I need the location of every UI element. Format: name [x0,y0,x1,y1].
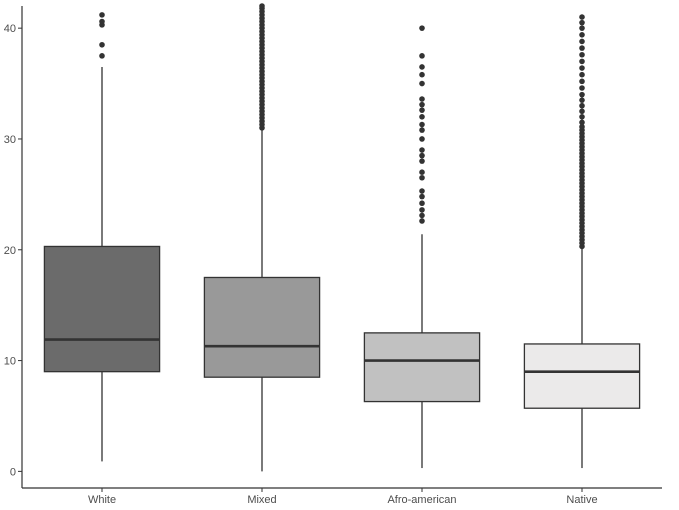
outlier-point-native-47 [579,58,585,65]
outlier-point-native-39 [579,108,585,115]
outlier-point-afro-american-20 [419,64,425,70]
box-group-white [43,12,161,462]
box-native [523,343,641,409]
x-tick-label-white: White [88,494,116,506]
outlier-point-afro-american-3 [419,200,425,207]
outlier-point-afro-american-7 [419,169,425,176]
box-group-mixed [203,3,321,472]
outlier-point-white-0 [99,53,105,59]
y-axis-ticks: 0 10 20 30 40 [4,23,22,478]
y-tick-label-30: 30 [4,134,16,146]
outlier-point-afro-american-12 [419,127,425,133]
outlier-point-afro-american-13 [419,121,425,128]
outlier-point-afro-american-5 [419,188,425,194]
outlier-point-afro-american-22 [419,25,425,31]
outlier-point-native-49 [579,45,585,51]
outlier-point-native-51 [579,32,585,38]
x-axis-ticks: White Mixed Afro-american Native [88,488,598,506]
outlier-point-afro-american-0 [419,218,425,224]
outlier-point-afro-american-9 [419,152,425,159]
outlier-point-native-42 [579,91,585,98]
outlier-point-native-40 [579,102,585,109]
box-afro-american [363,332,481,403]
box-mixed [203,276,321,378]
outlier-point-native-41 [579,97,585,103]
outlier-point-native-44 [579,78,585,85]
x-tick-label-afro-american: Afro-american [387,494,456,506]
outlier-point-afro-american-11 [419,136,425,142]
x-tick-label-native: Native [566,494,597,506]
outlier-point-native-46 [579,65,585,71]
outlier-point-native-43 [579,85,585,91]
y-tick-label-10: 10 [4,356,16,368]
outlier-point-native-54 [579,14,585,20]
outlier-point-afro-american-1 [419,212,425,219]
outlier-point-afro-american-19 [419,71,425,78]
outlier-point-native-37 [579,119,585,126]
outlier-point-native-53 [579,19,585,26]
outlier-point-native-48 [579,51,585,58]
outlier-point-native-45 [579,71,585,78]
outlier-point-native-38 [579,114,585,120]
outlier-point-white-1 [99,41,105,48]
y-tick-label-20: 20 [4,245,16,257]
outlier-point-afro-american-18 [419,80,425,87]
plot-area [43,3,641,472]
outlier-point-white-3 [99,18,105,25]
outlier-point-afro-american-15 [419,107,425,113]
outlier-point-native-50 [579,38,585,45]
outlier-point-afro-american-21 [419,53,425,59]
outlier-point-afro-american-16 [419,101,425,108]
outlier-point-afro-american-6 [419,174,425,181]
y-tick-label-40: 40 [4,23,16,35]
outlier-point-afro-american-8 [419,158,425,164]
box-white [43,245,161,373]
x-tick-label-mixed: Mixed [247,494,276,506]
outlier-point-mixed-37 [259,3,265,9]
outlier-point-afro-american-2 [419,207,425,213]
outlier-point-afro-american-17 [419,96,425,102]
outlier-point-afro-american-10 [419,147,425,153]
outlier-point-native-52 [579,25,585,31]
box-group-afro-american [363,25,481,469]
box-group-native [523,14,641,469]
outlier-point-afro-american-14 [419,114,425,120]
y-tick-label-0: 0 [10,466,16,478]
outlier-point-white-4 [99,12,105,18]
outlier-point-afro-american-4 [419,193,425,200]
outlier-point-native-36 [579,123,585,130]
